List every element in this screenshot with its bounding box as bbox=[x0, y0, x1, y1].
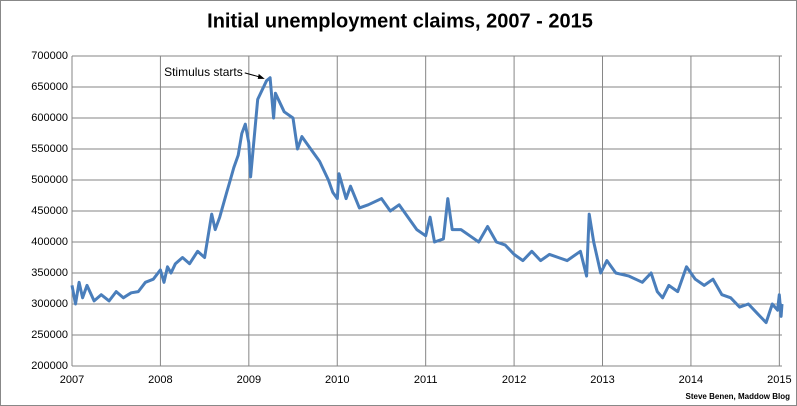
x-tick-label: 2013 bbox=[590, 374, 614, 386]
y-tick-label: 550000 bbox=[31, 143, 68, 155]
y-tick-label: 400000 bbox=[31, 236, 68, 248]
x-tick-label: 2012 bbox=[502, 374, 526, 386]
y-tick-label: 250000 bbox=[31, 329, 68, 341]
annotation: Stimulus starts bbox=[164, 65, 243, 79]
y-tick-label: 650000 bbox=[31, 81, 68, 93]
x-tick-label: 2009 bbox=[237, 374, 261, 386]
y-tick-label: 200000 bbox=[31, 360, 68, 372]
line-series bbox=[70, 76, 784, 325]
x-tick-label: 2011 bbox=[414, 374, 438, 386]
annotation-arrowhead bbox=[257, 73, 265, 79]
y-tick-label: 350000 bbox=[31, 267, 68, 279]
x-tick-label: 2015 bbox=[767, 374, 791, 386]
y-tick-label: 700000 bbox=[31, 50, 68, 62]
x-tick-label: 2008 bbox=[148, 374, 172, 386]
y-tick-label: 600000 bbox=[31, 112, 68, 124]
y-tick-label: 500000 bbox=[31, 174, 68, 186]
x-tick-label: 2010 bbox=[325, 374, 349, 386]
y-tick-label: 450000 bbox=[31, 205, 68, 217]
x-tick-label: 2007 bbox=[60, 374, 84, 386]
chart-title: Initial unemployment claims, 2007 - 2015 bbox=[207, 10, 593, 32]
x-tick-label: 2014 bbox=[679, 374, 703, 386]
source: Steve Benen, Maddow Blog bbox=[686, 392, 791, 401]
y-tick-label: 300000 bbox=[31, 298, 68, 310]
